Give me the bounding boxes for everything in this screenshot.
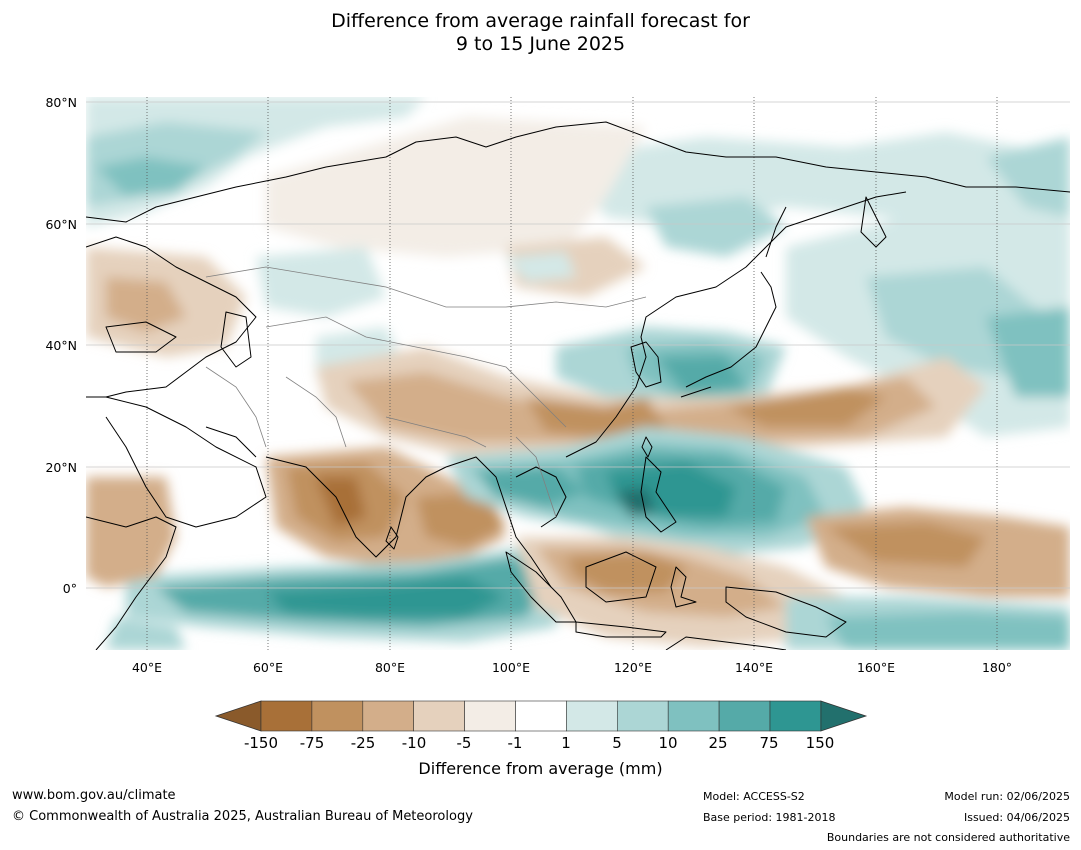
lon-label-100e: 100°E [491, 660, 530, 675]
website-text: www.bom.gov.au/climate [12, 788, 176, 803]
colorbar-extend-low [214, 700, 262, 732]
copyright-text: © Commonwealth of Australia 2025, Austra… [12, 809, 473, 824]
colorbar-bin [464, 700, 516, 732]
model-run-text: Model run: 02/06/2025 [944, 790, 1070, 803]
lon-label-120e: 120°E [613, 660, 652, 675]
colorbar-bin [260, 700, 313, 732]
lat-label-40n: 40°N [45, 338, 77, 353]
lat-label-20n: 20°N [45, 460, 77, 475]
lon-label-180: 180° [981, 660, 1013, 675]
lon-label-40e: 40°E [131, 660, 163, 675]
colorbar-bin [616, 700, 669, 732]
colorbar-tick: -5 [456, 734, 472, 752]
model-text: Model: ACCESS-S2 [703, 790, 805, 803]
colorbar-bin [769, 700, 822, 732]
anomaly-field [86, 97, 1070, 650]
colorbar [214, 700, 868, 738]
colorbar-bin [311, 700, 364, 732]
colorbar-bin [515, 700, 567, 732]
colorbar-title: Difference from average (mm) [418, 759, 663, 778]
coastlines [86, 121, 1070, 650]
colorbar-tick: 10 [658, 734, 678, 752]
lon-label-80e: 80°E [374, 660, 406, 675]
colorbar-bin [413, 700, 465, 732]
base-period-text: Base period: 1981-2018 [703, 811, 836, 824]
colorbar-tick: 75 [759, 734, 779, 752]
colorbar-tick: 5 [612, 734, 622, 752]
borders [205, 266, 647, 518]
colorbar-tick: 150 [805, 734, 835, 752]
lon-label-140e: 140°E [734, 660, 773, 675]
colorbar-bin [566, 700, 618, 732]
colorbar-bin [362, 700, 415, 732]
colorbar-tick: -25 [350, 734, 376, 752]
colorbar-tick: 1 [561, 734, 571, 752]
lat-label-60n: 60°N [45, 217, 77, 232]
lon-label-60e: 60°E [252, 660, 284, 675]
lat-label-0: 0° [62, 581, 77, 596]
colorbar-bin [718, 700, 771, 732]
colorbar-extend-high [820, 700, 868, 732]
boundaries-note: Boundaries are not considered authoritat… [826, 831, 1070, 844]
lon-label-160e: 160°E [856, 660, 895, 675]
colorbar-tick: -1 [507, 734, 523, 752]
colorbar-tick: 25 [708, 734, 728, 752]
lat-label-80n: 80°N [45, 95, 77, 110]
colorbar-tick: -10 [401, 734, 427, 752]
colorbar-bin [667, 700, 720, 732]
issued-text: Issued: 04/06/2025 [963, 811, 1070, 824]
title-line-2: 9 to 15 June 2025 [455, 33, 626, 55]
map-title: Difference from average rainfall forecas… [0, 10, 1081, 56]
colorbar-tick: -150 [243, 734, 279, 752]
title-line-1: Difference from average rainfall forecas… [331, 10, 750, 32]
colorbar-tick: -75 [299, 734, 325, 752]
rainfall-map [86, 97, 1070, 650]
